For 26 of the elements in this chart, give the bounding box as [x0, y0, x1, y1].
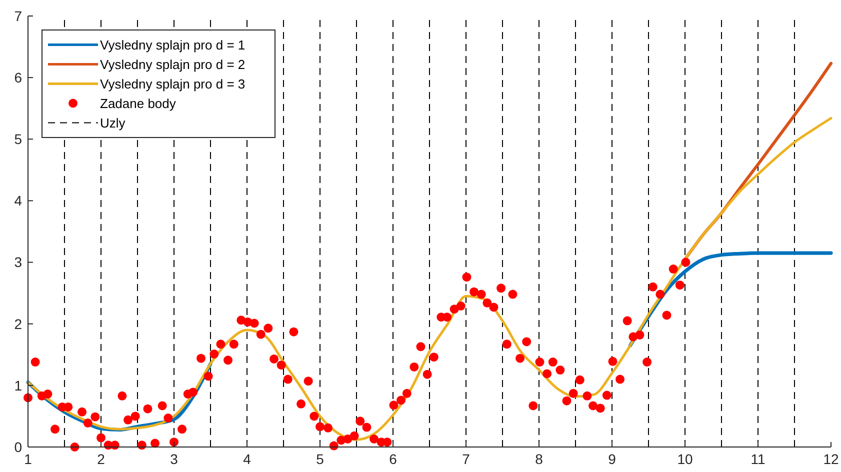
x-tick-label: 5	[316, 451, 324, 467]
y-tick-label: 6	[14, 69, 22, 86]
y-tick-label: 1	[14, 377, 22, 394]
y-tick-label: 4	[14, 192, 22, 209]
x-tick-label: 4	[243, 451, 252, 467]
legend-label: Vysledny splajn pro d = 3	[100, 76, 246, 92]
x-tick-label: 11	[750, 451, 766, 467]
ref-line-label: Uzly	[100, 115, 126, 130]
y-tick-label: 3	[14, 254, 22, 270]
legend-label: Zadane body	[100, 96, 176, 111]
x-tick-label: 6	[389, 451, 398, 467]
legend-label: Vysledny splajn pro d = 2	[100, 56, 246, 72]
y-tick-label: 5	[14, 131, 22, 148]
legend-label: Vysledny splajn pro d = 1	[100, 37, 246, 52]
x-tick-label: 2	[97, 451, 106, 467]
x-tick-label: 3	[170, 451, 178, 467]
x-tick-label: 10	[677, 451, 693, 467]
y-tick-label: 0	[14, 438, 22, 455]
x-tick-label: 8	[535, 451, 544, 467]
x-tick-label: 9	[608, 451, 616, 467]
line-series	[26, 116, 832, 441]
y-tick-label: 7	[14, 8, 22, 24]
x-tick-label: 1	[24, 451, 32, 467]
x-tick-label: 12	[823, 451, 839, 467]
y-tick-label: 2	[14, 316, 22, 332]
x-tick-label: 7	[462, 451, 470, 467]
